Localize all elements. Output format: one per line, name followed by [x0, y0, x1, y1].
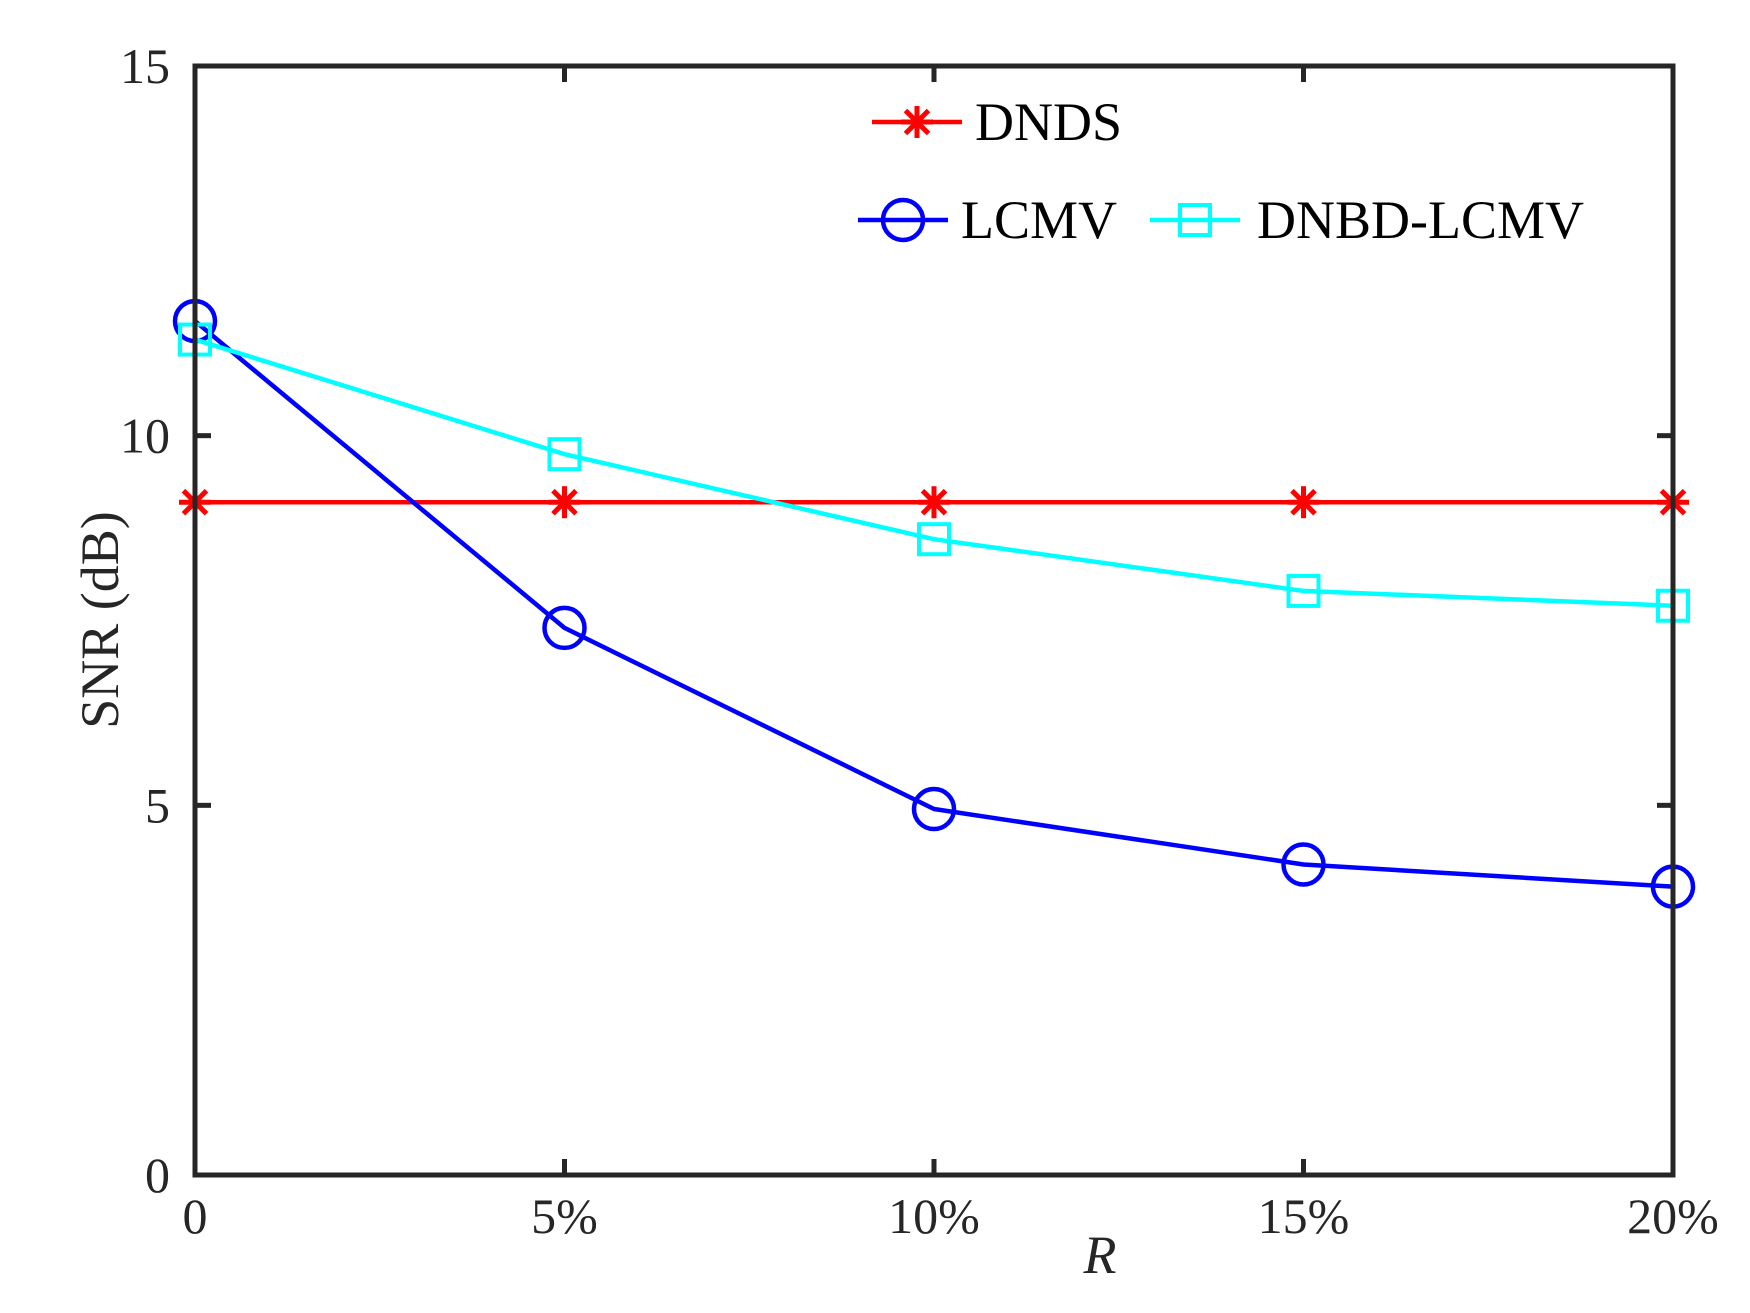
legend-marker-1 [880, 197, 926, 243]
legend-label-0: DNDS [975, 92, 1122, 152]
data-point-dnds-1 [548, 486, 581, 519]
data-point-lcmv-2 [911, 786, 957, 832]
data-point-lcmv-3 [1281, 842, 1326, 887]
x-tick-label-1: 5% [531, 1188, 598, 1244]
x-tick-label-2: 10% [888, 1188, 980, 1244]
series-line-dnbd-lcmv [194, 337, 1674, 608]
series-dnbd-lcmv [178, 322, 1690, 623]
plot-area [195, 66, 1673, 1175]
legend: DNDS LCMV DNBD-LCMV [858, 92, 1584, 250]
legend-entry-lcmv: LCMV [858, 190, 1117, 250]
plot-frame [192, 63, 1676, 1178]
y-tick-label-2: 10 [120, 408, 170, 464]
series-lines [172, 298, 1696, 909]
series-line-lcmv [193, 319, 1674, 889]
data-point-dnbd-lcmv-3 [1286, 573, 1321, 608]
y-tick-label-3: 15 [120, 38, 170, 94]
x-tick-label-3: 15% [1258, 1188, 1350, 1244]
legend-label-1: LCMV [961, 190, 1117, 250]
x-tick-label-0: 0 [183, 1188, 208, 1244]
legend-entry-dnds: DNDS [872, 92, 1122, 152]
y-tick-labels: 0 5 10 15 [120, 38, 170, 1203]
x-tick-labels: 0 5% 10% 15% 20% [183, 1188, 1719, 1244]
y-tick-label-0: 0 [145, 1147, 170, 1203]
data-point-dnbd-lcmv-1 [547, 437, 582, 472]
legend-marker-0 [901, 106, 933, 138]
legend-marker-2 [1178, 203, 1212, 237]
x-tick-label-4: 20% [1627, 1188, 1719, 1244]
data-point-lcmv-1 [542, 605, 587, 651]
y-tick-label-1: 5 [145, 777, 170, 833]
data-point-dnbd-lcmv-2 [917, 522, 951, 557]
legend-label-2: DNBD-LCMV [1257, 190, 1584, 250]
data-point-dnds-2 [918, 486, 950, 519]
legend-entry-dnbd-lcmv: DNBD-LCMV [1150, 190, 1584, 250]
x-axis-title: R [1083, 1225, 1117, 1285]
y-axis-title: SNR (dB) [70, 511, 130, 729]
data-point-dnds-3 [1287, 486, 1320, 519]
